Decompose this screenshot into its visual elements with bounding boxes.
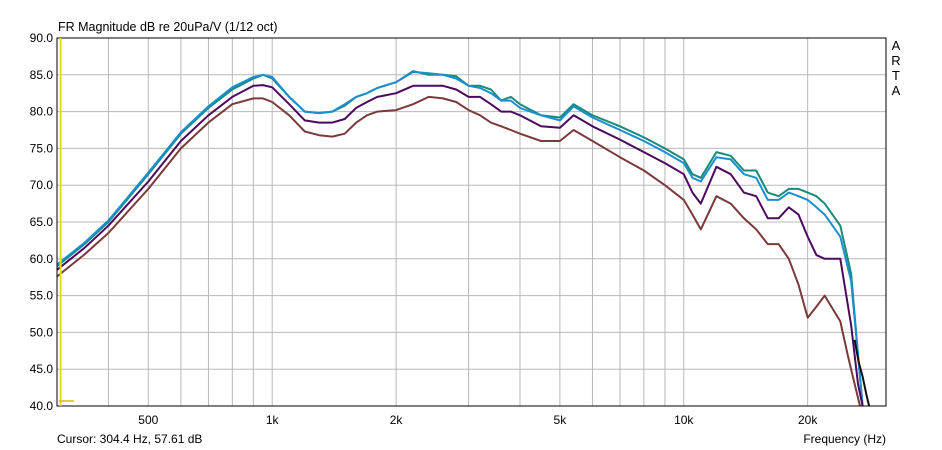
series-line-1 <box>56 70 864 407</box>
cursor-readout: Cursor: 304.4 Hz, 57.61 dB <box>57 432 202 446</box>
y-tick-label: 85.0 <box>30 68 54 82</box>
series-group <box>56 70 871 407</box>
side-label-letter: A <box>892 83 901 98</box>
y-tick-label: 90.0 <box>30 31 54 45</box>
x-tick-label: 10k <box>674 413 694 427</box>
series-line-2 <box>56 70 864 407</box>
y-tick-labels: 40.0 45.0 50.0 55.0 60.0 65.0 70.0 75.0 80.0 85.0… <box>30 31 54 413</box>
y-tick-label: 75.0 <box>30 141 54 155</box>
y-tick-label: 70.0 <box>30 178 54 192</box>
series-line-3 <box>56 84 864 407</box>
y-tick-label: 80.0 <box>30 105 54 119</box>
x-tick-label: 20k <box>798 413 818 427</box>
side-label-letter: R <box>891 53 900 68</box>
series-line-4 <box>56 95 861 407</box>
x-tick-label: 500 <box>138 413 158 427</box>
y-tick-label: 45.0 <box>30 362 54 376</box>
x-tick-label: 1k <box>266 413 280 427</box>
plot-frame <box>56 37 887 407</box>
series-line-5 <box>853 339 871 407</box>
y-tick-label: 65.0 <box>30 215 54 229</box>
chart-title: FR Magnitude dB re 20uPa/V (1/12 oct) <box>58 20 278 34</box>
y-tick-label: 50.0 <box>30 325 54 339</box>
x-tick-label: 5k <box>554 413 568 427</box>
side-label-letter: A <box>892 38 901 53</box>
y-tick-label: 60.0 <box>30 252 54 266</box>
y-tick-label: 40.0 <box>30 399 54 413</box>
grid <box>57 37 886 407</box>
y-tick-label: 55.0 <box>30 289 54 303</box>
x-tick-label: 2k <box>390 413 404 427</box>
x-tick-labels: 500 1k 2k 5k 10k 20k <box>138 413 818 427</box>
side-label-letter: T <box>892 68 900 83</box>
x-axis-label: Frequency (Hz) <box>803 432 886 446</box>
